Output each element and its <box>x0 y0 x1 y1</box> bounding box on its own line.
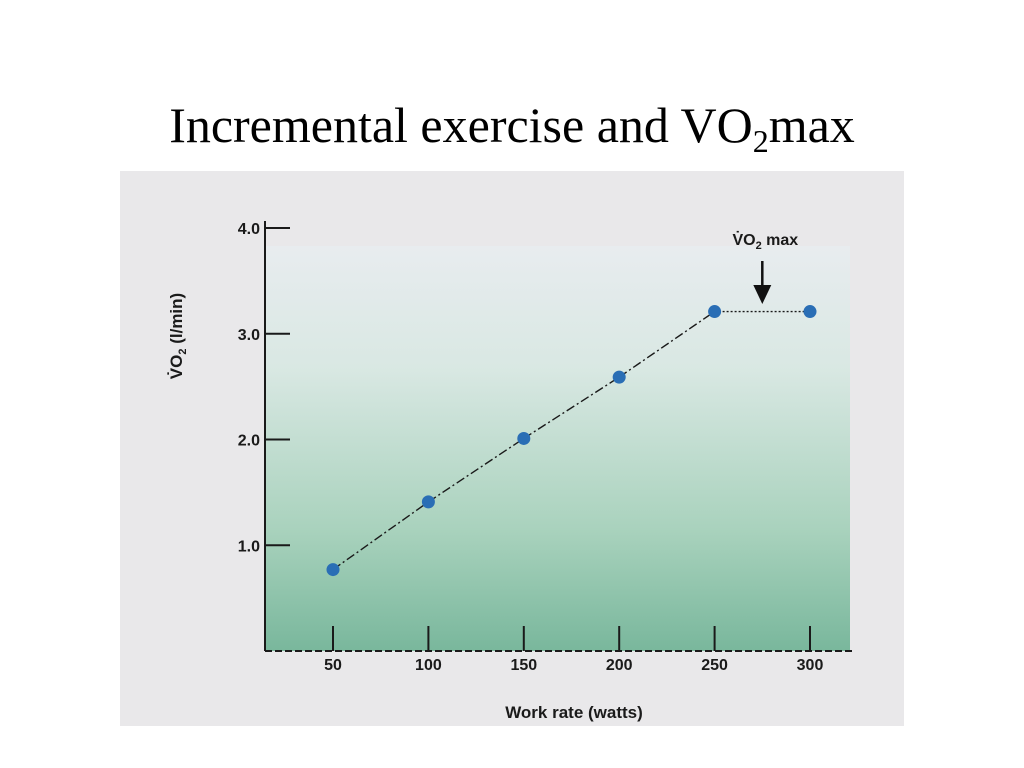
series-line-segment <box>428 437 525 503</box>
series-line-segment <box>618 310 715 378</box>
x-tick-label: 200 <box>606 657 633 674</box>
vo2max-annotation: V̇O2 max <box>732 231 798 304</box>
y-axis-title-main: V̇O <box>167 355 186 380</box>
chart-figure: 1.0 2.0 3.0 4.0 50 100 150 200 250 300 V̇O2 max … <box>120 171 904 726</box>
x-axis-title: Work rate (watts) <box>505 703 643 722</box>
vo2max-label-main: V̇O <box>732 231 755 249</box>
series-line-segment <box>332 501 429 571</box>
y-tick-label: 3.0 <box>238 327 260 344</box>
data-point <box>612 370 626 384</box>
data-point <box>708 305 722 319</box>
y-axis-title-unit: (l/min) <box>167 293 186 349</box>
data-point <box>517 431 531 445</box>
series-line-segment <box>523 376 620 440</box>
y-axis: 1.0 2.0 3.0 4.0 <box>238 221 290 651</box>
y-tick-label: 4.0 <box>238 221 260 238</box>
vo2max-label-sub: 2 <box>756 240 762 252</box>
plot-background <box>265 246 850 651</box>
vo2max-label: V̇O2 max <box>732 231 798 252</box>
title-end: max <box>768 97 855 153</box>
slide-title: Incremental exercise and VO2max <box>0 97 1024 157</box>
x-tick-label: 50 <box>324 657 342 674</box>
series-points <box>326 305 817 577</box>
x-tick-label: 100 <box>415 657 442 674</box>
annotation-arrowhead-icon <box>753 285 772 304</box>
x-axis: 50 100 150 200 250 300 <box>265 626 852 674</box>
y-axis-title-sub: 2 <box>177 349 189 355</box>
y-axis-title: V̇O2 (l/min) <box>167 293 189 379</box>
title-main: Incremental exercise and VO <box>169 97 753 153</box>
x-tick-label: 300 <box>797 657 824 674</box>
x-tick-label: 250 <box>701 657 728 674</box>
y-tick-label: 1.0 <box>238 538 260 555</box>
y-tick-label: 2.0 <box>238 433 260 450</box>
x-tick-label: 150 <box>510 657 537 674</box>
data-point <box>326 563 340 577</box>
series-lines <box>332 310 810 571</box>
title-subscript: 2 <box>752 123 769 159</box>
chart: 1.02.03.04.0 50 100 150 200 250 300 V̇O2 max … <box>167 221 852 722</box>
data-point <box>803 305 817 319</box>
data-point <box>421 495 435 509</box>
vo2max-label-end: max <box>762 232 799 249</box>
